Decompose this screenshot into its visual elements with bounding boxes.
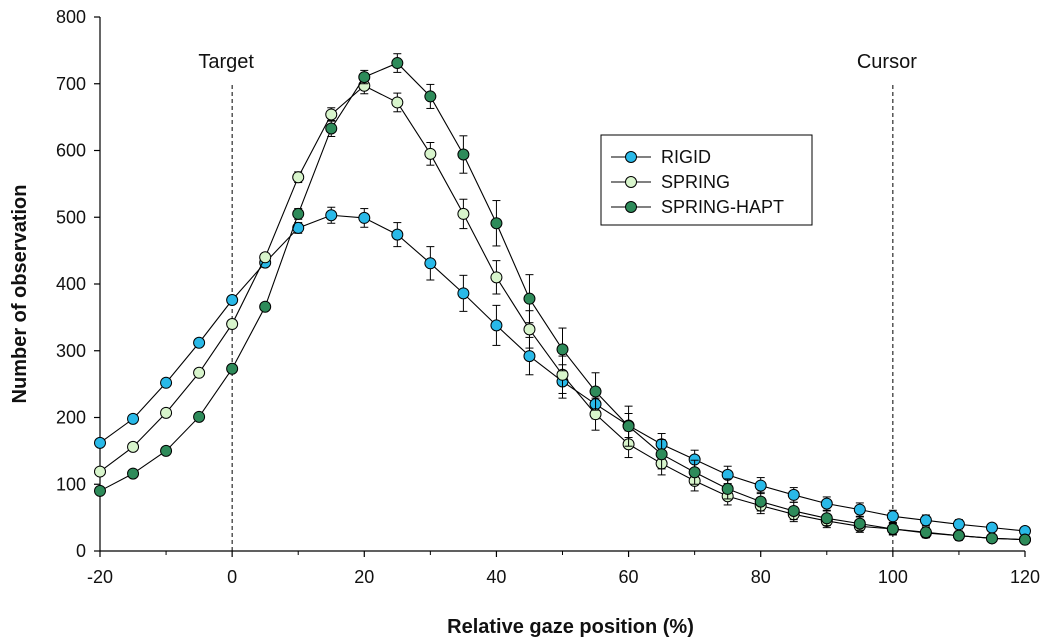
y-axis-title: Number of observation	[9, 185, 31, 404]
data-point	[952, 529, 965, 542]
data-point	[457, 148, 470, 161]
x-tick-label: 60	[619, 567, 639, 587]
legend-label: RIGID	[661, 147, 711, 167]
data-point	[391, 96, 404, 109]
data-point	[226, 294, 239, 307]
series-spring	[94, 77, 1031, 546]
data-point	[358, 71, 371, 84]
x-tick-label: 20	[354, 567, 374, 587]
data-point	[919, 514, 932, 527]
legend-marker	[625, 201, 637, 213]
data-point	[490, 271, 503, 284]
data-point	[490, 217, 503, 230]
data-point	[193, 366, 206, 379]
data-point	[94, 436, 106, 449]
data-point	[754, 479, 767, 492]
data-point	[523, 350, 536, 363]
data-point	[622, 420, 635, 433]
y-tick-label: 300	[56, 341, 86, 361]
series-line	[99, 85, 1026, 541]
y-tick-label: 500	[56, 207, 86, 227]
data-point	[490, 319, 503, 332]
data-point	[160, 444, 173, 457]
data-point	[886, 510, 899, 523]
data-point	[886, 522, 899, 535]
data-point	[820, 512, 833, 525]
x-tick-label: 120	[1010, 567, 1040, 587]
y-tick-label: 200	[56, 408, 86, 428]
data-point	[226, 318, 239, 331]
data-point	[325, 122, 338, 135]
data-point	[820, 497, 833, 510]
data-point	[193, 410, 206, 423]
x-axis-title: Relative gaze position (%)	[447, 616, 694, 638]
x-tick-label: 0	[227, 567, 237, 587]
series-line	[99, 62, 1026, 541]
data-point	[193, 336, 206, 349]
legend: RIGID SPRING SPRING-HAPT	[600, 134, 813, 226]
data-point	[853, 503, 866, 516]
data-point	[391, 57, 404, 70]
data-point	[259, 300, 272, 313]
data-point	[424, 147, 437, 160]
data-point	[391, 228, 404, 241]
annotation-label: Cursor	[857, 51, 917, 73]
data-point	[160, 406, 173, 419]
data-point	[94, 484, 106, 497]
data-point	[589, 385, 602, 398]
legend-marker	[625, 151, 637, 163]
x-tick-label: -20	[87, 567, 113, 587]
legend-label: SPRING-HAPT	[661, 197, 784, 217]
y-tick-label: 800	[56, 7, 86, 27]
data-point	[457, 207, 470, 220]
data-point	[655, 448, 668, 461]
data-point	[787, 504, 800, 517]
annotation-label: Target	[198, 51, 254, 73]
x-tick-label: 40	[486, 567, 506, 587]
data-point	[523, 323, 536, 336]
y-tick-label: 600	[56, 141, 86, 161]
data-point	[754, 495, 767, 508]
y-tick-label: 400	[56, 274, 86, 294]
data-point	[292, 171, 305, 184]
x-tick-label: 80	[751, 567, 771, 587]
legend-marker	[625, 176, 637, 188]
data-point	[127, 467, 140, 480]
data-point	[424, 90, 437, 103]
legend-label: SPRING	[661, 172, 730, 192]
data-point	[424, 257, 437, 270]
y-tick-label: 0	[76, 541, 86, 561]
series-spring-hapt	[94, 53, 1031, 546]
x-tick-label: 100	[878, 567, 908, 587]
data-point	[721, 482, 734, 495]
data-point	[556, 343, 569, 356]
data-point	[985, 532, 998, 545]
data-point	[853, 517, 866, 530]
y-tick-label: 700	[56, 74, 86, 94]
data-point	[226, 362, 239, 375]
data-point	[292, 207, 305, 220]
data-point	[787, 488, 800, 501]
data-point	[919, 526, 932, 539]
data-point	[160, 376, 173, 389]
data-point	[1019, 533, 1031, 546]
data-point	[358, 211, 371, 224]
plot-area	[94, 53, 1031, 546]
data-point	[127, 440, 140, 453]
data-point	[985, 521, 998, 534]
data-point	[127, 412, 140, 425]
annotations: Target Cursor	[198, 51, 917, 551]
data-point	[523, 292, 536, 305]
data-point	[259, 251, 272, 264]
data-point	[688, 466, 701, 479]
data-point	[94, 465, 106, 478]
data-point	[457, 287, 470, 300]
y-tick-label: 100	[56, 474, 86, 494]
data-point	[325, 108, 338, 121]
data-point	[952, 518, 965, 531]
data-point	[325, 209, 338, 222]
